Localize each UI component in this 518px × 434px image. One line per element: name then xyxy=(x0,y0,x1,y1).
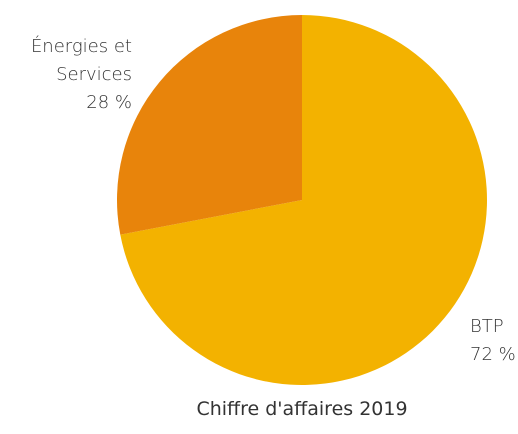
slice-label: BTP 72 % xyxy=(470,313,518,369)
slice-label: Énergies et Services 28 % xyxy=(10,33,132,117)
chart-title: Chiffre d'affaires 2019 xyxy=(196,398,408,420)
pie-slice xyxy=(116,15,302,235)
category-label: BTP xyxy=(470,316,504,337)
pie-slice xyxy=(120,15,487,385)
category-label: Énergies et Services xyxy=(30,36,132,85)
value-label: 28 % xyxy=(86,92,132,113)
value-label: 72 % xyxy=(470,344,516,365)
